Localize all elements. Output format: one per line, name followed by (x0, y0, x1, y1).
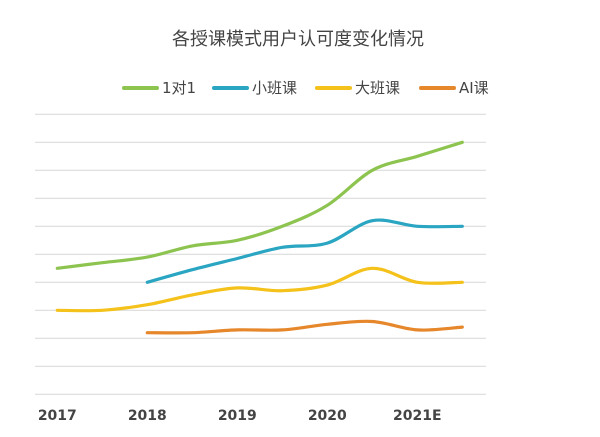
series-line-1 (55, 140, 464, 270)
series-line-3 (55, 266, 464, 313)
chart-title: 各授课模式用户认可度变化情况 (172, 29, 424, 50)
x-tick-label: 2021E (393, 408, 442, 424)
x-tick-label: 2017 (38, 408, 77, 424)
gridlines (35, 113, 486, 395)
x-tick-label: 2019 (218, 408, 257, 424)
legend-label: 1对1 (162, 79, 196, 97)
legend: 1对1 小班课 大班课 AI课 (122, 79, 489, 97)
series-group (55, 140, 464, 335)
legend-label: 小班课 (252, 79, 297, 97)
x-tick-label: 2018 (128, 408, 167, 424)
legend-label: AI课 (459, 79, 489, 97)
x-tick-label: 2020 (308, 408, 347, 424)
x-axis-ticks: 2017 2018 2019 2020 2021E (38, 408, 442, 424)
series-line-2 (145, 218, 464, 284)
series-line-4 (145, 319, 464, 335)
legend-label: 大班课 (355, 79, 400, 97)
